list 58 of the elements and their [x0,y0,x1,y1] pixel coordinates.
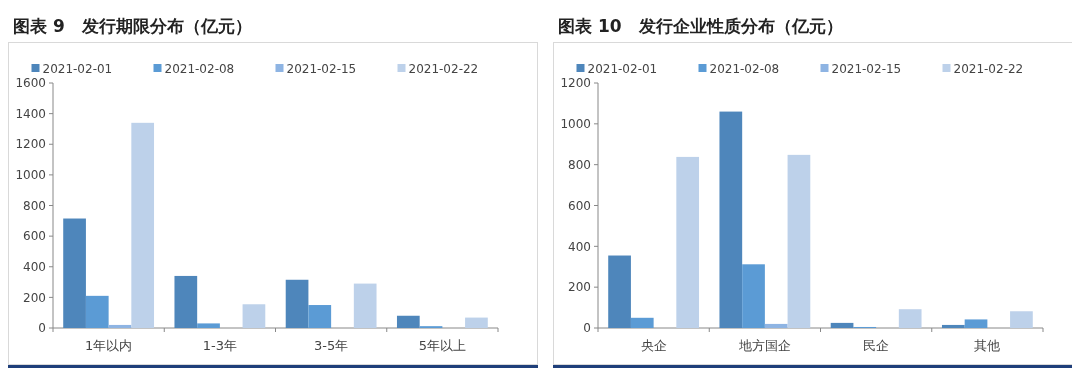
bar [242,304,266,328]
legend-label: 2021-02-15 [286,62,357,77]
x-tick-label: 5年以上 [418,338,467,353]
bar [465,317,488,328]
y-tick-label: 1400 [15,106,46,121]
bar [131,122,155,328]
x-tick-label: 地方国企 [737,338,791,353]
y-tick-label: 1600 [15,76,46,91]
legend-label: 2021-02-08 [709,62,780,77]
bar [830,322,854,328]
y-tick-label: 800 [23,198,46,213]
y-tick-label: 200 [568,280,591,295]
bar [608,255,631,328]
y-tick-label: 1000 [15,168,46,183]
x-tick-label: 民企 [863,338,890,353]
y-tick-label: 600 [568,198,591,213]
bar [964,319,988,328]
y-tick-label: 0 [583,321,591,336]
y-tick-label: 800 [568,157,591,172]
bar [719,111,743,328]
bar [63,218,86,328]
bar [1010,311,1033,328]
y-tick-label: 0 [38,321,46,336]
bar [285,279,309,328]
bar [630,317,654,328]
legend-label: 2021-02-22 [953,62,1024,77]
y-tick-label: 400 [568,239,591,254]
y-tick-label: 1200 [560,76,591,91]
bar [764,323,788,328]
x-tick-label: 3-5年 [314,338,349,353]
bar [742,264,765,328]
y-tick-label: 200 [23,290,46,305]
legend-label: 2021-02-01 [587,62,658,77]
y-tick-label: 1200 [15,137,46,152]
bar [353,283,377,328]
bar [108,324,132,328]
x-tick-label: 1年以内 [84,338,133,353]
legend-label: 2021-02-22 [408,62,479,77]
x-tick-label: 其他 [974,338,1001,353]
x-tick-label: 1-3年 [202,338,237,353]
bar [308,305,332,328]
bar [197,323,220,328]
legend-label: 2021-02-15 [831,62,902,77]
bar [85,295,109,328]
chart-title: 图表 10 发行企业性质分布（亿元） [558,16,843,36]
bar [676,156,700,328]
bar [941,324,965,328]
legend-label: 2021-02-01 [42,62,113,77]
x-tick-label: 央企 [640,338,667,353]
y-tick-label: 400 [23,259,46,274]
bar [396,315,420,328]
bar [174,275,198,328]
bar [787,154,811,328]
y-tick-label: 1000 [560,117,591,132]
chart-title: 图表 9 发行期限分布（亿元） [13,16,252,36]
y-tick-label: 600 [23,229,46,244]
legend-label: 2021-02-08 [164,62,235,77]
bar [898,309,922,328]
